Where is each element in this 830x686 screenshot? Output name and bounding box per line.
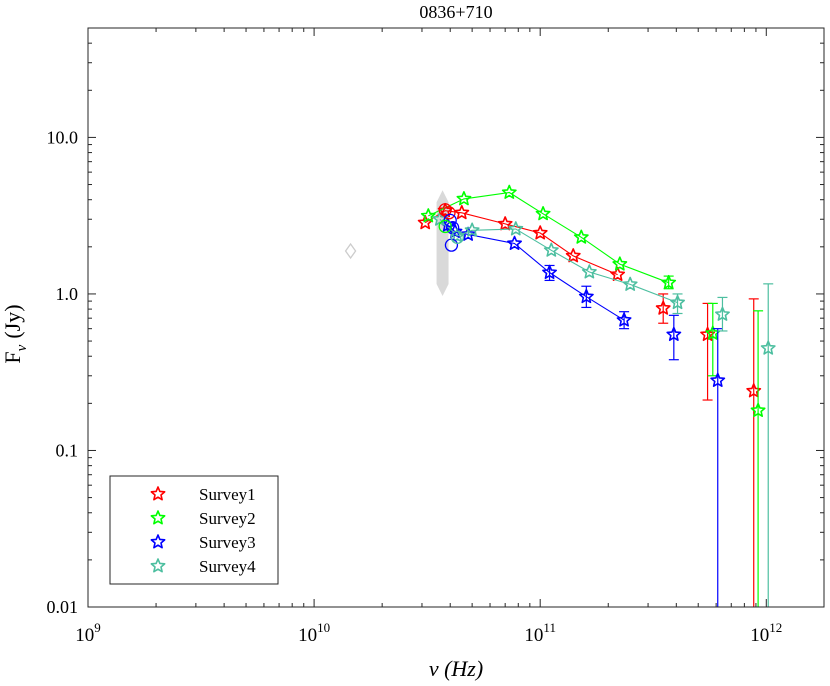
data-point [456, 191, 472, 206]
x-tick-label-base: 10 [75, 625, 94, 646]
data-point [573, 229, 589, 244]
x-tick-label-exp: 10 [317, 620, 330, 635]
data-point [460, 226, 476, 241]
data-point [612, 256, 628, 271]
y-axis-label-unit: (Jy) [0, 304, 25, 338]
legend-marker [150, 510, 166, 525]
x-tick-label-exp: 12 [769, 620, 782, 635]
data-point [535, 206, 551, 221]
x-tick-label: 1011 [524, 620, 556, 646]
legend-marker [150, 558, 166, 573]
data-point [666, 326, 682, 342]
fit-line [424, 210, 618, 276]
legend-label: Survey1 [199, 485, 256, 504]
data-point [497, 216, 513, 231]
legend-entry-survey2: Survey2 [150, 509, 256, 528]
circle-point [438, 219, 452, 234]
circle-point [438, 203, 452, 217]
data-point [440, 217, 456, 232]
data-point [532, 225, 548, 240]
x-tick-label-exp: 9 [94, 620, 101, 635]
y-tick-label: 1.0 [56, 284, 79, 304]
data-point [581, 264, 597, 279]
y-axis-label-sub: ν [14, 344, 30, 351]
y-axis-label: Fν (Jy) [0, 304, 30, 363]
plot-frame [87, 27, 825, 608]
data-point [746, 383, 762, 398]
data-point [501, 184, 517, 199]
data-point [565, 248, 581, 263]
data-point [670, 294, 685, 310]
legend-label: Survey2 [199, 509, 256, 528]
chart-title: 0836+710 [419, 2, 492, 22]
data-point [454, 204, 470, 220]
legend-box [109, 475, 279, 585]
data-point [655, 300, 671, 315]
legend-label: Survey3 [199, 533, 256, 552]
x-tick-label-base: 10 [750, 625, 769, 646]
legend-marker [150, 534, 166, 549]
data-point [622, 276, 638, 291]
gray-diamond-point [344, 242, 357, 260]
data-point [542, 264, 558, 279]
x-tick-label-base: 10 [524, 625, 543, 646]
y-tick-label: 10.0 [47, 127, 79, 147]
data-point [420, 208, 436, 223]
data-point [437, 202, 453, 218]
x-axis-label: ν (Hz) [429, 656, 483, 681]
data-point [715, 306, 730, 321]
circle-point [442, 206, 456, 220]
x-tick-label: 109 [75, 620, 101, 646]
data-point [661, 274, 677, 290]
legend-entry-survey3: Survey3 [150, 533, 256, 552]
y-tick-label: 0.01 [47, 597, 79, 617]
x-tick-label-exp: 11 [543, 620, 556, 635]
legend-label: Survey4 [199, 557, 256, 576]
data-point [710, 372, 726, 387]
data-point [507, 235, 522, 250]
y-tick-label: 0.1 [56, 440, 79, 460]
data-point [610, 266, 626, 282]
x-tick-label: 1010 [298, 620, 330, 646]
legend-entry-survey4: Survey4 [150, 557, 256, 576]
fit-line [428, 191, 669, 284]
legend-entry-survey1: Survey1 [150, 485, 256, 504]
x-tick-label: 1012 [750, 620, 782, 646]
data-point [508, 221, 524, 236]
data-point [578, 288, 594, 304]
y-axis-label-main: F [0, 351, 25, 363]
data-point [760, 340, 776, 355]
data-point [464, 222, 480, 237]
x-tick-label-base: 10 [298, 625, 317, 646]
data-point [543, 242, 559, 257]
data-point [616, 312, 632, 327]
circle-point [450, 230, 464, 244]
data-point [750, 402, 766, 417]
legend-marker [150, 486, 166, 501]
